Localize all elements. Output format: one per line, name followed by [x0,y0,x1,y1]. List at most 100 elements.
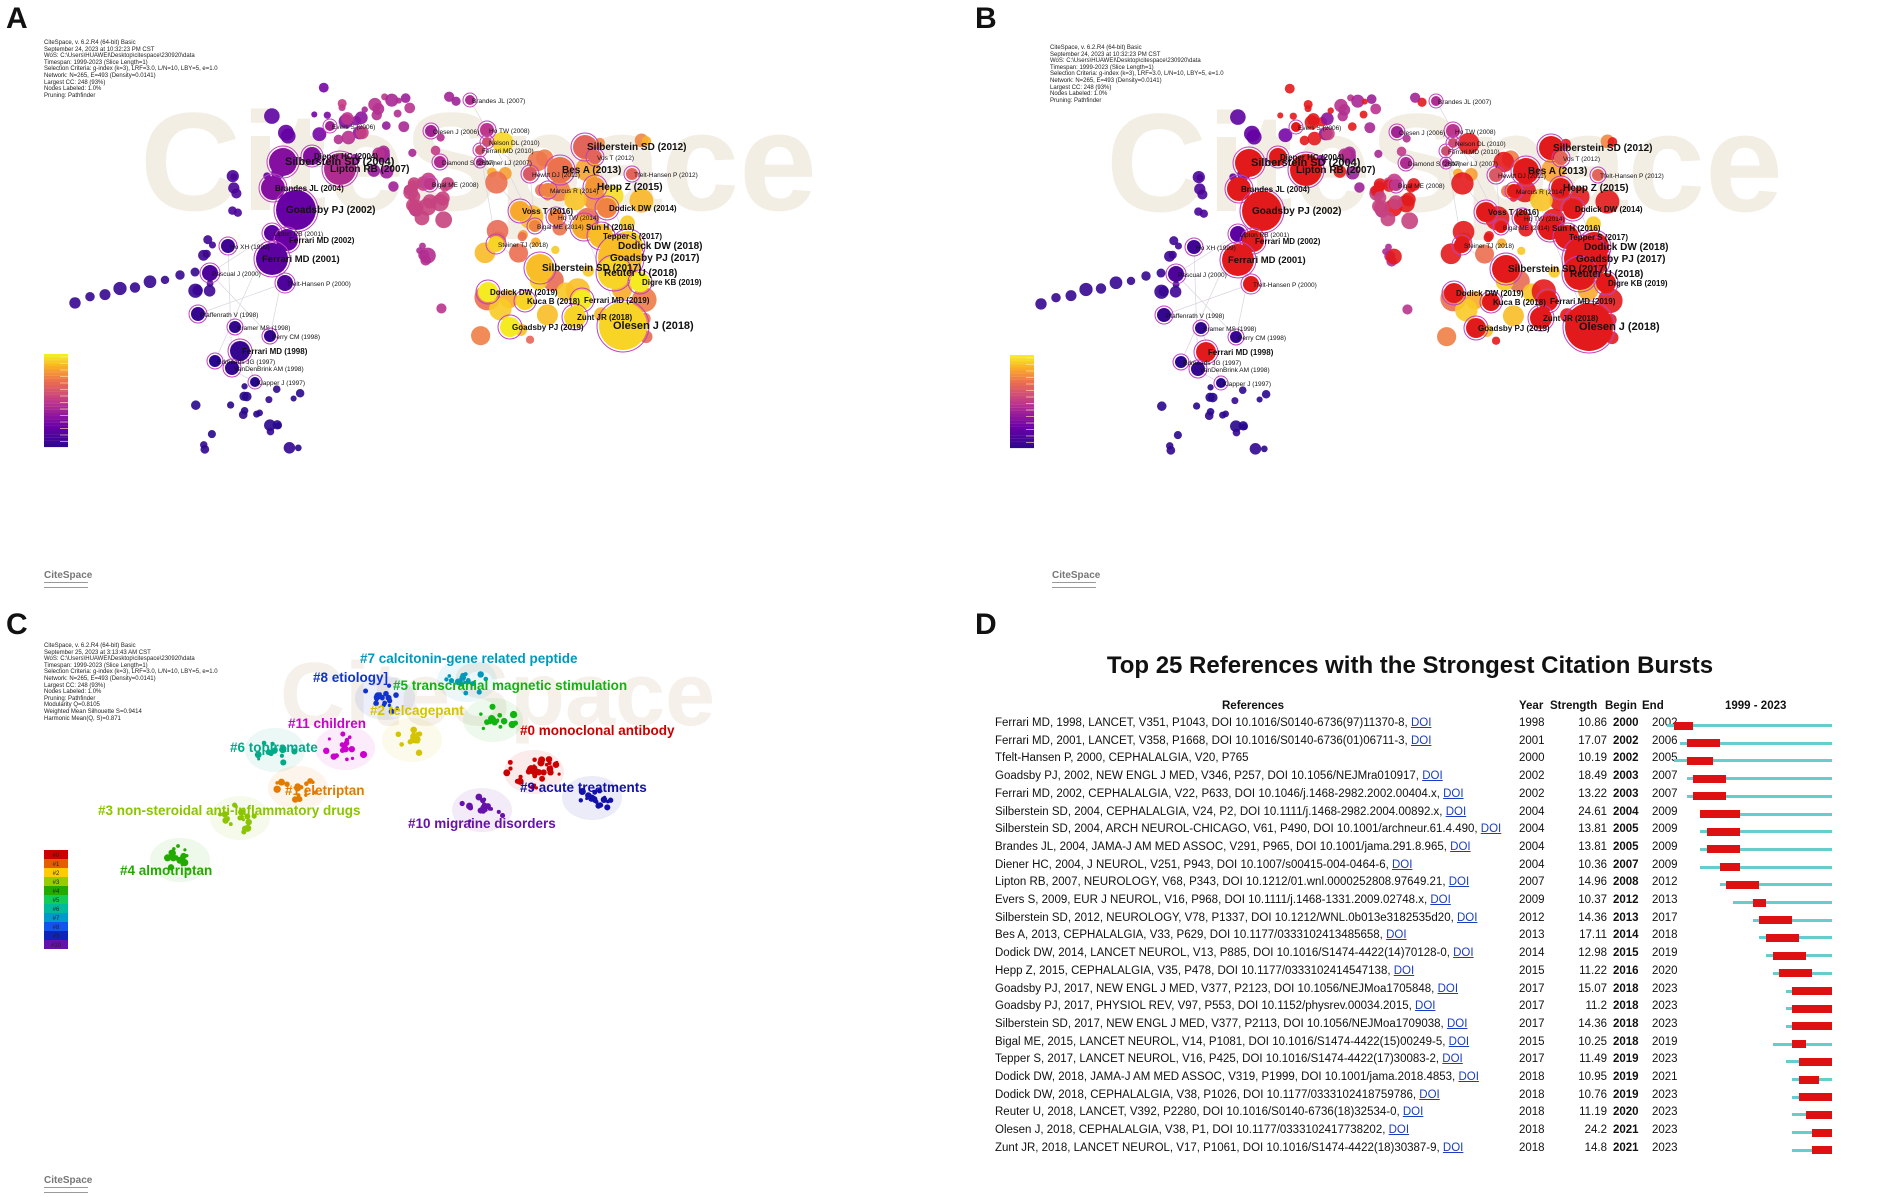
network-node [1452,220,1475,243]
cluster-node [546,765,554,773]
node-label: Dodick DW (2019) [1456,289,1524,298]
node-kuca-b-2018- [516,292,534,310]
node-label: Evers S (2006) [332,124,375,131]
node-label: Tfelt-Hansen P (2012) [634,172,698,179]
burst-bar [1673,721,1694,730]
node-label: Hewitt DJ (2011) [1498,173,1546,180]
network-node [1197,189,1208,200]
burst-year: 2004 [1519,858,1545,871]
network-node [1303,99,1313,110]
network-node [367,164,381,177]
colorbar-segment [1010,426,1034,430]
node-ring [1439,156,1453,170]
node-edmeads-jg-1997- [1175,356,1187,368]
burst-strength: 11.19 [1579,1106,1607,1119]
node-label: Ferrari MD (2001) [1228,255,1306,266]
doi-link[interactable]: DOI [1457,911,1478,924]
cluster-node [475,793,483,801]
network-node [1261,389,1271,399]
node-ho-tw-2008- [480,123,494,137]
cluster-node [180,852,187,860]
colorbar-segment [1010,417,1034,421]
cluster-node [257,757,261,761]
doi-link[interactable]: DOI [1480,823,1502,836]
burst-begin: 2002 [1613,752,1639,765]
node-ring [1288,119,1304,135]
burst-timeline [1700,830,1832,834]
node-bigal-me-2014- [529,220,541,232]
doi-link[interactable]: DOI [1388,1124,1410,1137]
doi-link[interactable]: DOI [1445,805,1467,818]
doi-link[interactable]: DOI [1393,964,1415,977]
burst-end: 2017 [1652,911,1678,924]
node-label: Brandes JL (2004) [275,184,344,193]
node-label: Voss T (2016) [1488,208,1539,217]
cluster-node [228,822,233,826]
node-ring [596,299,650,353]
colorbar-segment [1010,435,1034,439]
doi-link[interactable]: DOI [1386,929,1407,942]
node-label: Steiner TJ (2018) [498,242,548,249]
doi-link[interactable]: DOI [1437,982,1459,995]
node-ring [1387,176,1405,194]
node-ring [472,142,488,158]
burst-strength: 10.25 [1578,1035,1607,1048]
node-ring [199,262,221,284]
burst-timeline [1680,741,1832,745]
cluster-node [393,692,399,698]
doi-link[interactable]: DOI [1402,1106,1424,1119]
doi-link[interactable]: DOI [1419,1088,1440,1101]
cluster-node [482,797,487,802]
doi-link[interactable]: DOI [1442,1141,1464,1154]
colorbar-segment [1010,382,1034,387]
doi-link[interactable]: DOI [1442,1053,1463,1066]
doi-link[interactable]: DOI [1453,947,1474,960]
doi-link[interactable]: DOI [1415,1000,1436,1013]
doi-link[interactable]: DOI [1391,858,1413,871]
burst-bar [1766,933,1799,942]
cluster-legend-swatch [44,913,68,922]
doi-link[interactable]: DOI [1410,717,1432,729]
node-ring [1172,353,1190,371]
cluster-node [597,788,603,794]
colorbar-segment [1010,361,1034,365]
burst-begin: 2021 [1613,1124,1639,1137]
cluster-node [304,793,308,797]
cluster-node [241,818,245,822]
doi-link[interactable]: DOI [1448,1035,1470,1048]
network-node [283,442,296,454]
doi-link[interactable]: DOI [1446,1017,1468,1030]
cluster-legend-swatch [44,886,68,895]
network-node [266,427,275,436]
doi-link[interactable]: DOI [1448,876,1470,889]
node-steiner-tj-2018- [1454,237,1470,253]
doi-link[interactable]: DOI [1410,734,1432,747]
network-node [1158,286,1169,297]
doi-link[interactable]: DOI [1443,787,1464,800]
doi-link[interactable]: DOI [1450,840,1471,853]
colorbar-segment [1010,379,1034,383]
doi-link[interactable]: DOI [1458,1071,1479,1083]
network-node [323,111,331,119]
colorbar-segment [44,385,68,389]
burst-begin: 2018 [1613,1000,1639,1013]
node-label: Diener HC (2004) [314,152,378,161]
network-node [1299,135,1310,146]
colorbar-segment [1010,389,1034,393]
node-label: Ferrari MD (1998) [1208,348,1274,357]
node-label: Digre KB (2019) [1608,279,1668,288]
node-label: Bes A (2013) [562,165,621,176]
network-node [361,106,368,113]
node-label: VanDenBrink AM (1998) [234,366,304,373]
network-node [1337,110,1348,122]
doi-link[interactable]: DOI [1430,894,1451,906]
burst-begin: 2007 [1613,858,1639,871]
burst-timeline [1733,901,1832,904]
burst-reference: Silberstein SD, 2004, CEPHALALGIA, V24, … [995,805,1467,818]
node-ring [545,206,567,228]
colorbar-segment [44,440,68,444]
doi-link[interactable]: DOI [1422,770,1443,783]
node-label: Tfelt-Hansen P (2000) [287,281,351,288]
network-node [143,275,157,289]
burst-year: 2018 [1519,1141,1545,1154]
